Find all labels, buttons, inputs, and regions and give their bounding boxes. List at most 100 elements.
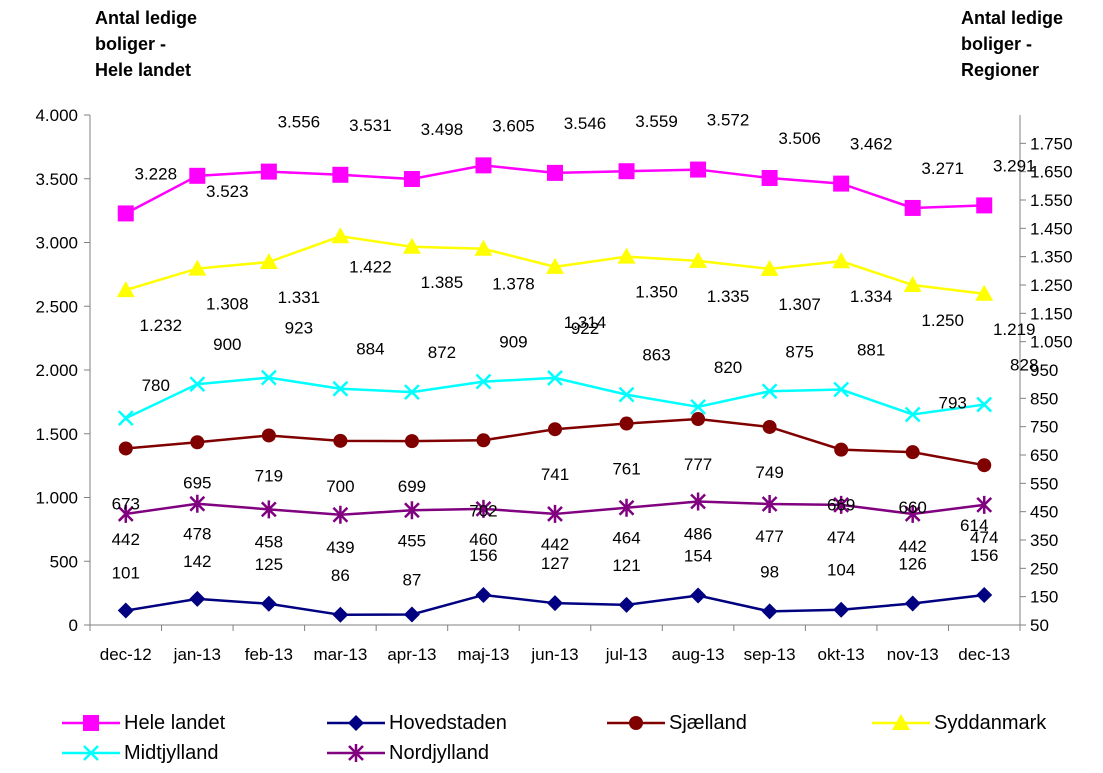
data-label: 702 (469, 501, 497, 520)
data-label: 660 (899, 498, 927, 517)
legend-item: Syddanmark (870, 708, 1046, 738)
data-label: 474 (970, 528, 998, 547)
data-label: 3.523 (206, 182, 249, 201)
data-point (547, 504, 563, 523)
data-label: 3.498 (421, 120, 464, 139)
data-point (690, 161, 707, 178)
data-point (190, 435, 205, 450)
series-line (125, 376, 985, 420)
x-tick-label: aug-13 (672, 645, 725, 664)
data-label: 1.422 (349, 257, 392, 276)
data-label: 458 (255, 532, 283, 551)
data-point (332, 606, 349, 623)
series-hele-landet: 3.228 3.523 3.556 3.531 3.498 3.605 3.546 3.559… (117, 111, 1036, 222)
data-point (117, 410, 134, 427)
legend-marker (83, 745, 99, 761)
data-point (116, 281, 135, 298)
data-label: 700 (326, 477, 354, 496)
legend-marker (348, 715, 364, 731)
data-point (547, 164, 563, 181)
data-label: 673 (112, 494, 140, 513)
data-point (904, 199, 921, 216)
data-point (618, 596, 635, 613)
data-point (833, 381, 850, 398)
data-point (691, 412, 706, 427)
data-point (333, 433, 348, 448)
data-point (547, 370, 563, 386)
legend-label: Hovedstaden (389, 711, 507, 734)
data-label: 442 (541, 535, 569, 554)
data-point (117, 205, 134, 222)
data-point (189, 167, 206, 184)
legend-item: Midtjylland (60, 738, 218, 768)
left-tick-label: 2.500 (35, 297, 78, 316)
right-tick-label: 1.650 (1030, 163, 1073, 182)
right-tick-label: 350 (1030, 531, 1058, 550)
right-tick-label: 150 (1030, 588, 1058, 607)
data-point (260, 595, 277, 612)
data-label: 719 (255, 466, 283, 485)
data-label: 1.250 (921, 311, 964, 330)
data-label: 741 (541, 465, 569, 484)
data-label: 875 (785, 342, 813, 361)
right-tick-label: 950 (1030, 361, 1058, 380)
data-label: 923 (285, 319, 313, 338)
series-syddanmark: 1.232 1.308 1.331 1.422 1.385 1.378 1.314 1.350… (116, 227, 1036, 339)
data-point (332, 505, 349, 524)
x-tick-label: jan-13 (173, 645, 221, 664)
data-point (118, 441, 133, 456)
data-label: 127 (541, 554, 569, 573)
data-point (189, 590, 206, 607)
data-point (189, 376, 206, 393)
legend-label: Nordjylland (389, 741, 490, 764)
data-point (903, 276, 922, 292)
left-tick-label: 1.000 (35, 489, 78, 508)
data-point (618, 386, 635, 403)
data-label: 884 (356, 340, 384, 359)
data-label: 3.556 (278, 113, 321, 132)
x-tick-label: okt-13 (818, 645, 865, 664)
data-point (975, 284, 994, 301)
data-label: 3.572 (707, 111, 750, 130)
data-label: 1.335 (707, 287, 750, 306)
data-point (689, 251, 708, 268)
data-point (332, 380, 349, 397)
data-label: 154 (684, 547, 712, 566)
x-tick-label: feb-13 (245, 645, 293, 664)
right-tick-label: 450 (1030, 503, 1058, 522)
data-point (618, 498, 635, 517)
right-tick-label: 1.150 (1030, 304, 1073, 323)
data-point (475, 373, 492, 390)
left-tick-label: 1.500 (35, 425, 78, 444)
data-label: 1.334 (850, 287, 893, 306)
data-point (548, 422, 562, 437)
data-label: 101 (112, 564, 140, 583)
data-point (690, 587, 707, 604)
data-label: 474 (827, 528, 855, 547)
data-label: 3.291 (993, 156, 1036, 175)
data-label: 3.559 (635, 112, 678, 131)
data-label: 464 (612, 529, 640, 548)
legend-marker (629, 716, 643, 730)
legend-item: Sjælland (605, 708, 747, 738)
data-point (188, 259, 207, 276)
legend-label: Syddanmark (934, 711, 1047, 734)
data-label: 699 (398, 477, 426, 496)
data-label: 3.546 (564, 114, 607, 133)
data-point (474, 239, 493, 256)
data-point (332, 166, 349, 183)
data-label: 1.307 (778, 295, 821, 314)
data-label: 922 (571, 319, 599, 338)
data-point (546, 257, 564, 274)
data-point (760, 259, 779, 276)
data-label: 125 (255, 555, 283, 574)
data-label: 614 (960, 516, 988, 535)
data-label: 1.219 (993, 320, 1036, 339)
right-tick-label: 1.750 (1030, 134, 1073, 153)
legend-item: Hovedstaden (325, 708, 507, 738)
data-label: 98 (760, 562, 779, 581)
data-label: 3.605 (492, 116, 535, 135)
series-midtjylland: 780 900 923 884 872 909 922 863 820 875 881 793 828 (117, 319, 1038, 427)
legend-swatch (872, 714, 930, 730)
data-label: 156 (469, 546, 497, 565)
